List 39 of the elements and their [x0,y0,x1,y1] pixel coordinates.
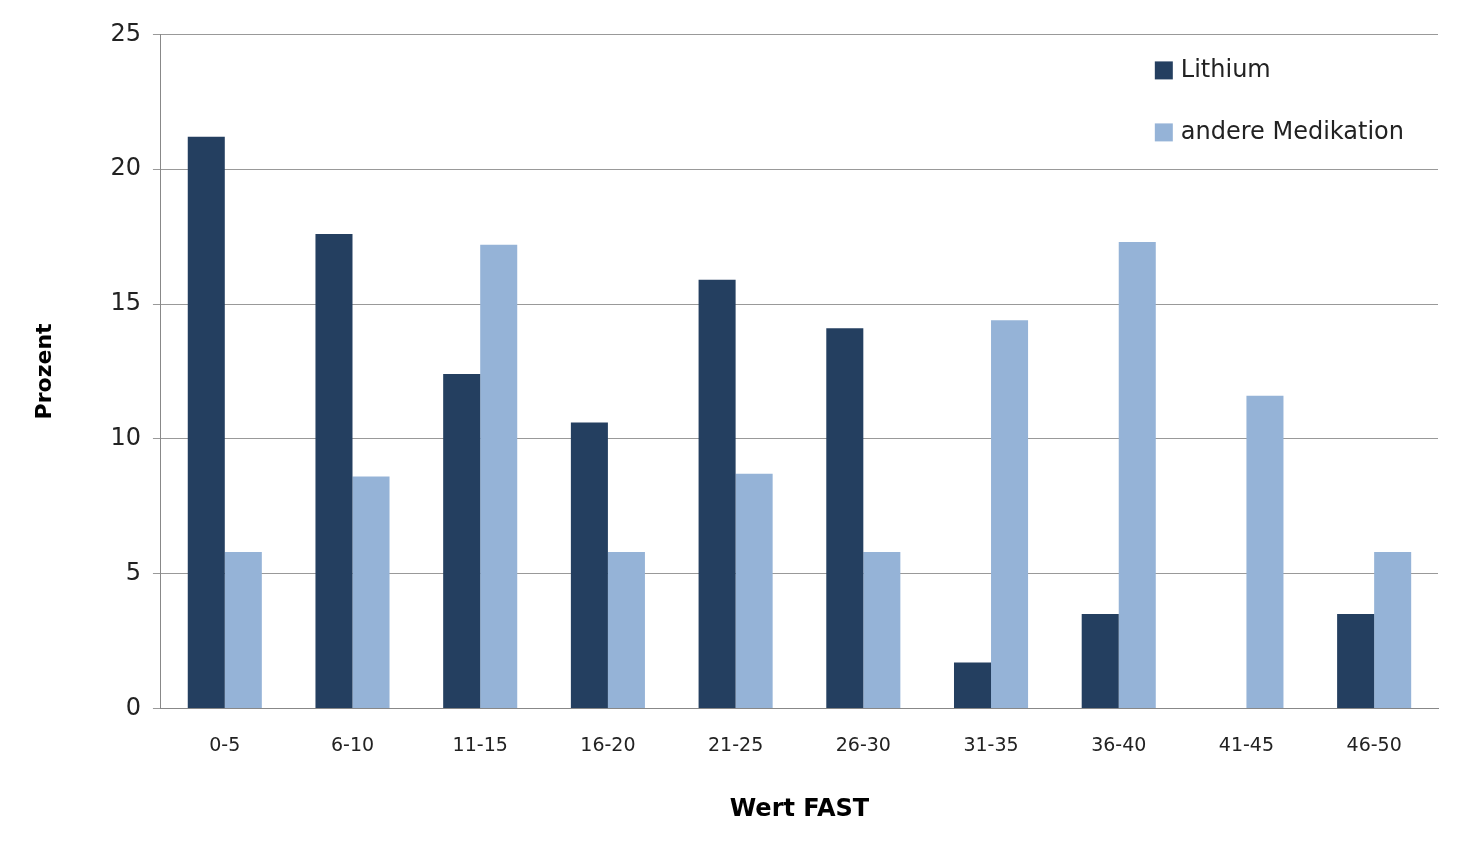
x-tick-label: 21-25 [708,732,764,755]
bar [1118,241,1156,708]
x-tick-label: 31-35 [963,732,1019,755]
bar [224,552,262,708]
x-tick-label: 36-40 [1091,732,1147,755]
y-tick-label: 20 [110,153,141,182]
y-tick-label: 25 [110,18,141,47]
bar [443,374,481,708]
bar [991,320,1029,708]
bar [1374,552,1412,708]
y-tick-label: 5 [125,557,141,586]
x-tick-label: 26-30 [835,732,891,755]
bar [315,233,353,708]
x-tick-label: 0-5 [209,732,241,755]
bar [1081,614,1119,708]
bar [1246,395,1284,708]
bar [863,552,901,708]
legend-label: Lithium [1180,54,1271,83]
bar [352,476,390,708]
y-axis-title: Prozent [30,322,56,420]
bar [570,422,608,708]
x-tick-label: 6-10 [330,732,375,755]
bar [607,552,645,708]
bar [698,279,736,708]
x-tick-label: 16-20 [580,732,636,755]
y-tick-label: 10 [110,423,141,452]
bar [953,662,992,708]
bar [187,136,225,708]
x-tick-label: 41-45 [1218,732,1275,755]
x-axis-title: Wert FAST [729,793,870,822]
legend-label: andere Medikation [1180,116,1404,145]
bar [735,473,773,708]
bar [826,328,864,708]
x-tick-label: 46-50 [1346,732,1402,755]
y-tick-label: 0 [125,692,141,721]
bar [1337,614,1375,708]
bar [480,244,518,708]
x-tick-label: 11-15 [452,732,508,755]
y-tick-label: 15 [110,288,141,317]
